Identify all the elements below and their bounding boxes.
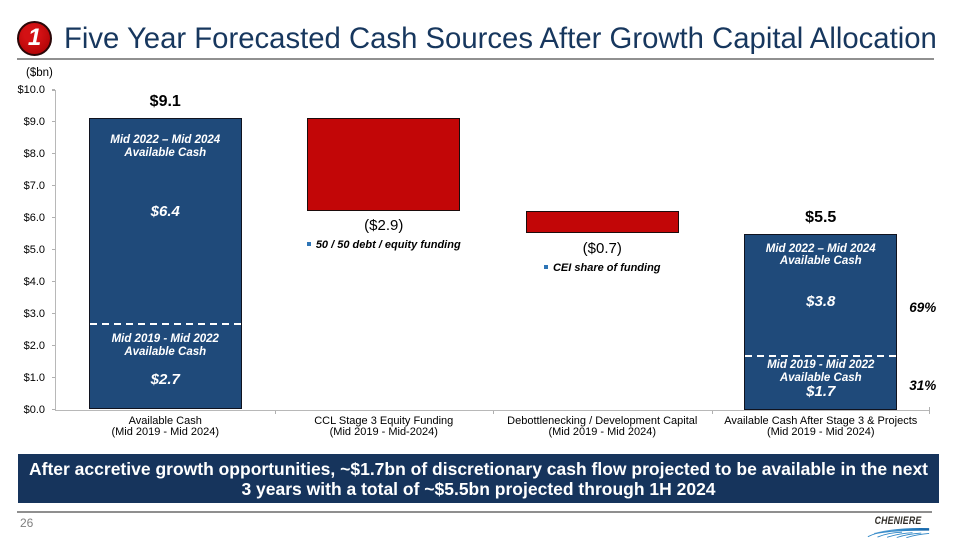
lower-segment-title: Mid 2019 - Mid 2022 Available Cash (90, 333, 241, 358)
upper-percent-label: 69% (909, 299, 937, 315)
lower-segment-title: Mid 2019 - Mid 2022 Available Cash (745, 359, 896, 384)
y-axis-end-tick (51, 89, 55, 91)
axis-units-label: ($bn) (26, 67, 53, 79)
upper-segment-title-line: Mid 2022 – Mid 2024 (110, 134, 221, 147)
lower-segment-title-line: Mid 2019 - Mid 2022 (767, 359, 875, 372)
bar-value-label: ($0.7) (582, 239, 622, 257)
x-axis-category-line: (Mid 2019 - Mid 2024) (548, 426, 657, 438)
x-axis-category-line: CCL Stage 3 Equity Funding (314, 414, 454, 427)
takeaway-banner: After accretive growth opportunities, ~$… (18, 454, 939, 503)
note-text: CEI share of funding (552, 261, 661, 274)
x-axis-category-label: Available Cash After Stage 3 & Projects(… (712, 414, 931, 440)
takeaway-line-2: 3 years with a total of ~$5.5bn projecte… (241, 478, 716, 499)
y-axis-tick (51, 313, 55, 314)
title-divider (17, 58, 934, 60)
bar-segment-divider (89, 323, 241, 326)
lower-segment-value: $1.7 (806, 383, 836, 401)
page-number: 26 (20, 516, 34, 530)
upper-segment-title: Mid 2022 – Mid 2024 Available Cash (745, 243, 896, 268)
cheniere-logo-text: CHENIERE (874, 515, 922, 527)
y-axis-tick (51, 377, 55, 378)
cheniere-logo: CHENIERE (860, 515, 936, 538)
lower-segment-title-line: Available Cash (124, 345, 207, 358)
y-axis-tick-label: $5.0 (23, 243, 45, 256)
upper-segment-title-line: Available Cash (124, 146, 207, 159)
y-axis-tick (51, 217, 55, 218)
y-axis-tick-label: $7.0 (23, 179, 45, 192)
bar-3 (525, 211, 679, 234)
y-axis-tick (51, 153, 55, 154)
x-axis-line (54, 409, 930, 411)
x-axis-category-line: Available Cash After Stage 3 & Projects (724, 414, 918, 427)
upper-segment-title-line: Available Cash (779, 255, 862, 267)
y-axis-tick-label: $4.0 (23, 275, 45, 288)
x-axis-category-line: (Mid 2019 - Mid 2024) (766, 426, 875, 438)
badge-number: 1 (27, 23, 42, 51)
y-axis-tick-label: $3.0 (23, 307, 45, 320)
y-axis-tick-label: $8.0 (23, 147, 45, 160)
bar-2 (307, 118, 461, 212)
y-axis-tick (51, 249, 55, 250)
upper-segment-value: $3.8 (806, 292, 836, 310)
bar-note: 50 / 50 debt / equity funding (275, 240, 494, 251)
y-axis-tick-label: $2.0 (23, 339, 45, 352)
lower-segment-title-line: Available Cash (779, 371, 862, 384)
cheniere-logo-waves-icon (867, 528, 929, 538)
bar-note: CEI share of funding (493, 261, 712, 274)
y-axis-tick (51, 281, 55, 282)
footer-divider (17, 511, 932, 513)
lower-segment-title-line: Mid 2019 - Mid 2022 (111, 333, 219, 346)
note-bullet-icon (306, 242, 311, 247)
page-title: Five Year Forecasted Cash Sources After … (64, 22, 937, 55)
bar-segment-divider (745, 355, 897, 358)
lower-percent-label: 31% (909, 377, 937, 393)
bar-4: Mid 2022 – Mid 2024 Available Cash $3.8 Mid… (744, 233, 898, 410)
upper-segment-title-line: Mid 2022 – Mid 2024 (765, 242, 876, 255)
x-axis-category-label: Available Cash (Mid 2019 - Mid 2024) (56, 414, 275, 440)
lower-segment-value: $2.7 (150, 371, 180, 389)
x-axis-end-tick (929, 406, 930, 414)
y-axis-tick (51, 409, 55, 410)
upper-segment-title: Mid 2022 – Mid 2024 Available Cash (90, 134, 241, 159)
slide-number-badge: 1 (17, 21, 52, 56)
y-axis-tick-label: $9.0 (23, 115, 45, 128)
x-axis-category-label: Debottlenecking / Development Capital (Mi… (493, 414, 712, 440)
x-axis-tick (711, 410, 713, 414)
bar-1: Mid 2022 – Mid 2024 Available Cash $6.4 Mid… (88, 118, 242, 410)
y-axis-tick (51, 185, 55, 186)
y-axis-tick-label: $10.0 (17, 83, 45, 96)
x-axis-category-label: CCL Stage 3 Equity Funding (Mid 2019 - Mi… (275, 414, 494, 440)
y-axis-line (54, 89, 56, 411)
upper-segment-value: $6.4 (150, 203, 180, 221)
note-bullet-icon (543, 264, 548, 269)
takeaway-line-1: After accretive growth opportunities, ~$… (28, 458, 929, 479)
x-axis-tick (274, 410, 276, 414)
y-axis-tick (51, 121, 55, 122)
x-axis-category-line: (Mid 2019 - Mid 2024) (111, 426, 220, 438)
y-axis-tick-label: $1.0 (23, 371, 45, 384)
note-text: 50 / 50 debt / equity funding (315, 239, 461, 252)
x-axis-category-line: Available Cash (128, 414, 202, 427)
y-axis-tick-label: $0.0 (23, 403, 45, 416)
bar-total-label: $5.5 (805, 208, 837, 226)
y-axis-tick (51, 345, 55, 346)
x-axis-category-line: Debottlenecking / Development Capital (507, 414, 698, 427)
x-axis-category-line: (Mid 2019 - Mid-2024) (329, 426, 438, 438)
y-axis-tick-label: $6.0 (23, 211, 45, 224)
bar-total-label: $9.1 (149, 93, 181, 111)
bar-value-label: ($2.9) (364, 217, 404, 235)
x-axis-tick (493, 410, 494, 414)
